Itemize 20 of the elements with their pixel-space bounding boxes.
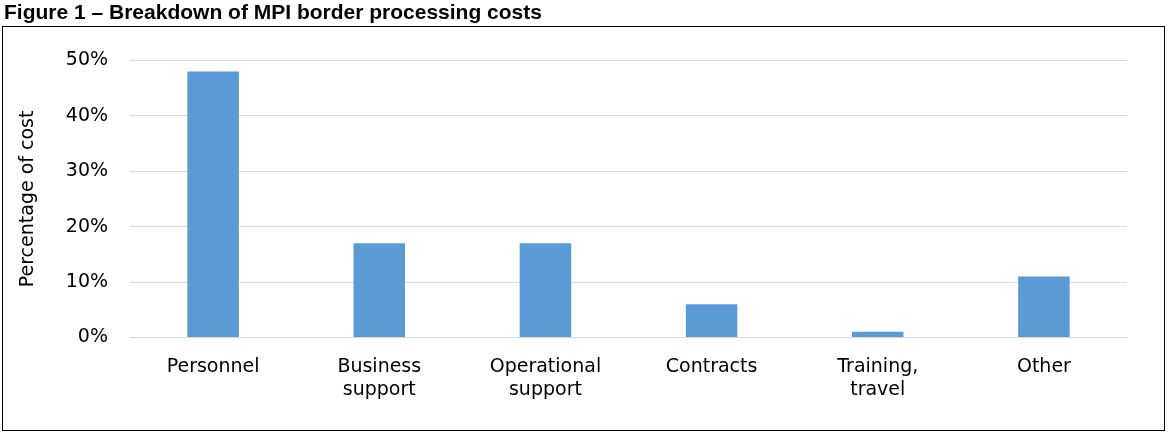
bar <box>1018 276 1070 337</box>
x-tick-label: Business support <box>337 353 422 399</box>
y-tick-label: 10% <box>65 268 109 291</box>
chart-title: Figure 1 – Breakdown of MPI border processing costs <box>4 0 543 24</box>
x-tick-label: Operational support <box>489 353 602 399</box>
x-tick-label: Training, travel <box>836 353 919 399</box>
x-tick-label: Contracts <box>665 353 758 376</box>
y-tick-label: 0% <box>77 324 109 347</box>
y-tick-label: 40% <box>65 102 109 125</box>
bar <box>187 71 239 337</box>
bar <box>685 304 738 337</box>
x-tick-label: Personnel <box>166 353 260 376</box>
y-tick-label: 30% <box>65 158 109 181</box>
y-tick-label: 20% <box>65 213 109 236</box>
bar <box>852 331 904 337</box>
bar <box>353 243 406 337</box>
y-axis-title: Percentage of cost <box>15 110 38 288</box>
x-tick-label: Other <box>1016 353 1072 376</box>
bar <box>519 243 572 337</box>
y-tick-label: 50% <box>65 47 109 70</box>
